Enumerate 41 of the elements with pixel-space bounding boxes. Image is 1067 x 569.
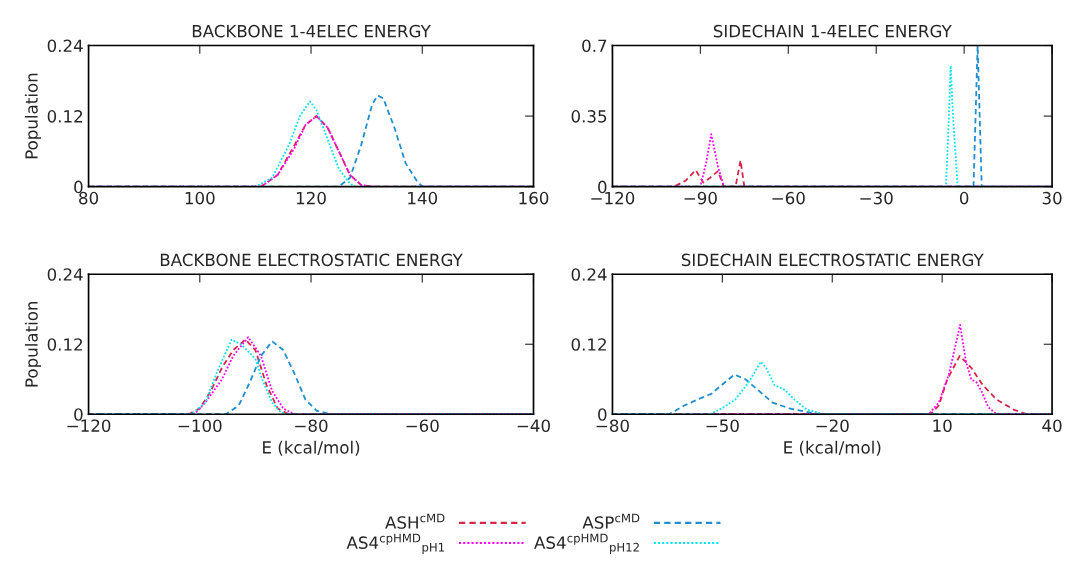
y-tick-label: 0.12	[47, 338, 83, 351]
x-tick-label: −40	[517, 419, 550, 432]
x-axis-title: E (kcal/mol)	[784, 440, 881, 456]
x-tick-label: −100	[178, 419, 222, 432]
y-tick-label: 0.7	[582, 39, 607, 53]
y-tick-label: 0.24	[47, 39, 83, 53]
x-axis-title: E (kcal/mol)	[263, 440, 360, 456]
x-tick-label: 30	[1042, 191, 1062, 205]
x-tick-label: 40	[1042, 419, 1062, 432]
x-tick-label: −20	[816, 419, 849, 432]
x-tick-label: −80	[596, 419, 629, 432]
y-tick-label: 0.12	[47, 110, 83, 123]
x-tick-label: 120	[296, 191, 326, 205]
y-axis-title: Population	[24, 73, 42, 159]
x-tick-label: 0	[959, 191, 969, 205]
y-tick-label: 0	[74, 408, 83, 421]
y-tick-label: 0.35	[571, 110, 607, 123]
chart-title: SIDECHAIN 1-4ELEC ENERGY	[713, 24, 952, 38]
y-axis-title: Population	[24, 301, 42, 387]
chart-title: BACKBONE ELECTROSTATIC ENERGY	[160, 253, 463, 267]
legend-label: ASH$^{cMD}$	[385, 513, 445, 529]
legend-label: ASP$^{cMD}$	[582, 513, 640, 529]
chart-title: BACKBONE 1-4ELEC ENERGY	[192, 24, 431, 38]
chart-title: SIDECHAIN ELECTROSTATIC ENERGY	[681, 253, 984, 267]
legend-label: AS4$^{cpHMD}$$_{pH1}$	[346, 533, 445, 554]
x-tick-label: −80	[295, 419, 328, 432]
x-tick-label: 160	[519, 191, 549, 205]
x-tick-label: 100	[185, 191, 215, 205]
x-tick-label: −90	[684, 191, 717, 205]
y-tick-label: 0.24	[47, 268, 83, 281]
x-tick-label: −60	[772, 191, 805, 205]
y-tick-label: 0	[598, 408, 607, 421]
x-tick-label: −30	[860, 191, 893, 205]
x-tick-label: 10	[933, 419, 952, 432]
legend-label: AS4$^{cpHMD}$$_{pH12}$	[534, 533, 639, 554]
y-tick-label: 0.12	[571, 338, 606, 351]
x-tick-label: −60	[406, 419, 439, 432]
x-tick-label: −50	[706, 419, 739, 432]
x-tick-label: −120	[67, 419, 111, 432]
y-tick-label: 0.24	[571, 268, 607, 281]
x-tick-label: 140	[408, 191, 438, 205]
